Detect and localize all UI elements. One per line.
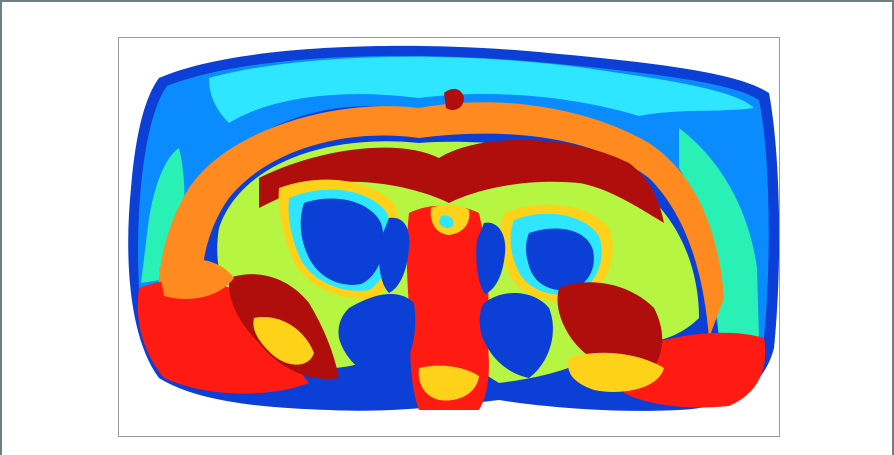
image-axes-box xyxy=(118,37,780,437)
blue-right-branch xyxy=(479,292,553,378)
brain-segmentation-image xyxy=(128,45,779,411)
cortex-cyan xyxy=(209,56,754,123)
left-yellow-blob xyxy=(253,317,314,365)
blue-left-column xyxy=(379,217,410,293)
left-ventricle-blue xyxy=(300,198,384,285)
top-darkred-dot xyxy=(444,88,464,110)
darkred-band xyxy=(259,139,664,223)
right-ventricle-blue xyxy=(526,228,594,291)
blue-left-branch xyxy=(338,293,416,383)
left-lower-red xyxy=(137,279,309,394)
central-red xyxy=(406,205,489,410)
center-yellow-blob xyxy=(418,365,479,401)
right-yellow-blob xyxy=(568,352,664,392)
left-orange-patch xyxy=(159,259,234,299)
central-cyan-dot xyxy=(439,215,454,229)
right-lower-darkred xyxy=(557,282,663,374)
blue-right-column xyxy=(476,222,506,294)
cortex-teal-right xyxy=(679,128,759,338)
